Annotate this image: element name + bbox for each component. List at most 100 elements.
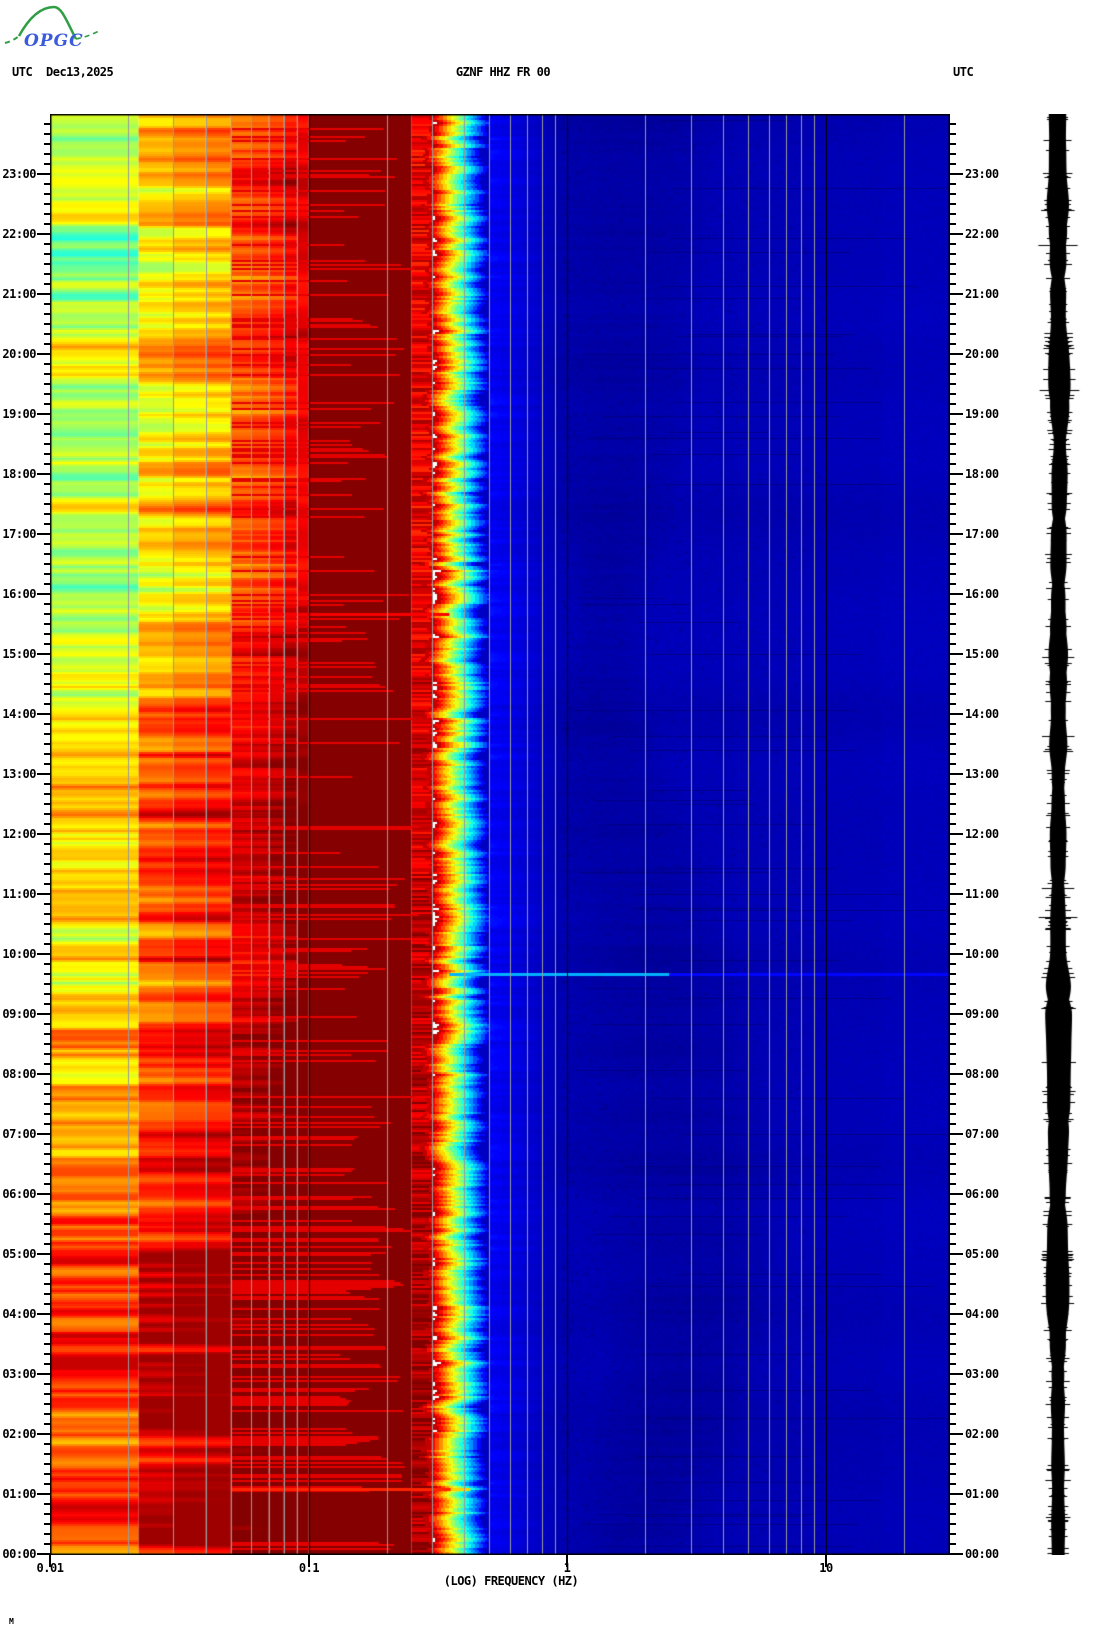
time-tick-minor-right (950, 1053, 956, 1055)
time-tick-major-left (37, 953, 50, 955)
time-tick-minor-right (950, 743, 956, 745)
time-tick-minor-left (44, 943, 50, 945)
time-tick-minor-left (44, 523, 50, 525)
time-tick-minor-right (950, 553, 956, 555)
time-tick-minor-right (950, 1143, 956, 1145)
time-tick-minor-right (950, 873, 956, 875)
time-tick-minor-left (44, 383, 50, 385)
time-tick-minor-right (950, 1043, 956, 1045)
time-tick-minor-right (950, 523, 956, 525)
time-tick-label-right: 21:00 (965, 287, 999, 301)
time-tick-minor-right (950, 1343, 956, 1345)
time-tick-minor-left (44, 1033, 50, 1035)
time-tick-minor-left (44, 343, 50, 345)
time-tick-major-right (950, 953, 963, 955)
time-tick-minor-left (44, 333, 50, 335)
time-tick-minor-left (44, 1153, 50, 1155)
time-tick-label-left: 05:00 (2, 1247, 36, 1261)
time-tick-label-left: 14:00 (2, 707, 36, 721)
time-tick-minor-left (44, 1533, 50, 1535)
time-tick-minor-right (950, 503, 956, 505)
time-tick-minor-right (950, 463, 956, 465)
time-tick-minor-left (44, 1063, 50, 1065)
time-tick-minor-left (44, 1003, 50, 1005)
time-tick-minor-right (950, 763, 956, 765)
time-tick-minor-left (44, 263, 50, 265)
time-tick-minor-left (44, 303, 50, 305)
time-tick-minor-left (44, 403, 50, 405)
freq-tick-label: 1 (563, 1561, 571, 1575)
time-tick-major-right (950, 1313, 963, 1315)
time-tick-label-right: 15:00 (965, 647, 999, 661)
time-tick-minor-right (950, 153, 956, 155)
time-tick-label-left: 02:00 (2, 1427, 36, 1441)
time-tick-minor-right (950, 983, 956, 985)
time-tick-minor-right (950, 813, 956, 815)
time-tick-minor-left (44, 243, 50, 245)
time-tick-minor-right (950, 363, 956, 365)
time-tick-label-left: 20:00 (2, 347, 36, 361)
time-tick-minor-right (950, 703, 956, 705)
time-tick-minor-right (950, 1153, 956, 1155)
time-tick-minor-right (950, 693, 956, 695)
time-tick-major-right (950, 1073, 963, 1075)
time-tick-minor-left (44, 543, 50, 545)
time-tick-label-right: 08:00 (965, 1067, 999, 1081)
time-tick-minor-left (44, 313, 50, 315)
time-tick-major-right (950, 233, 963, 235)
seismogram-trace (1023, 114, 1093, 1555)
time-tick-major-left (37, 1373, 50, 1375)
time-tick-minor-left (44, 363, 50, 365)
time-tick-minor-right (950, 1083, 956, 1085)
time-tick-minor-left (44, 703, 50, 705)
time-tick-label-left: 10:00 (2, 947, 36, 961)
time-tick-minor-right (950, 493, 956, 495)
time-tick-minor-right (950, 393, 956, 395)
time-tick-minor-right (950, 583, 956, 585)
time-tick-minor-left (44, 923, 50, 925)
time-tick-minor-right (950, 263, 956, 265)
time-tick-label-left: 08:00 (2, 1067, 36, 1081)
time-tick-label-right: 22:00 (965, 227, 999, 241)
time-tick-minor-left (44, 1143, 50, 1145)
time-tick-minor-right (950, 1273, 956, 1275)
time-tick-minor-left (44, 1473, 50, 1475)
freq-tick-major (49, 1555, 51, 1567)
time-tick-minor-left (44, 553, 50, 555)
time-tick-minor-left (44, 1423, 50, 1425)
time-tick-major-right (950, 353, 963, 355)
time-tick-minor-left (44, 433, 50, 435)
time-tick-minor-left (44, 1363, 50, 1365)
time-tick-major-left (37, 1493, 50, 1495)
time-tick-minor-left (44, 1233, 50, 1235)
time-tick-minor-left (44, 583, 50, 585)
time-tick-minor-right (950, 513, 956, 515)
time-tick-minor-left (44, 1243, 50, 1245)
time-tick-minor-left (44, 193, 50, 195)
time-tick-major-right (950, 1433, 963, 1435)
time-tick-minor-left (44, 1043, 50, 1045)
time-tick-minor-right (950, 403, 956, 405)
time-tick-label-right: 17:00 (965, 527, 999, 541)
time-tick-label-right: 04:00 (965, 1307, 999, 1321)
time-tick-minor-left (44, 973, 50, 975)
time-tick-minor-left (44, 463, 50, 465)
time-tick-label-right: 10:00 (965, 947, 999, 961)
time-tick-minor-right (950, 963, 956, 965)
time-tick-minor-left (44, 663, 50, 665)
time-tick-minor-left (44, 1203, 50, 1205)
time-tick-major-right (950, 1133, 963, 1135)
time-tick-major-left (37, 1073, 50, 1075)
time-tick-minor-left (44, 913, 50, 915)
corner-mark: M (9, 1617, 14, 1626)
time-tick-minor-right (950, 793, 956, 795)
logo-text: OPGC (24, 31, 84, 51)
time-tick-minor-left (44, 163, 50, 165)
time-tick-minor-left (44, 1383, 50, 1385)
time-tick-minor-right (950, 993, 956, 995)
time-tick-minor-left (44, 1523, 50, 1525)
time-tick-label-left: 03:00 (2, 1367, 36, 1381)
time-tick-minor-right (950, 613, 956, 615)
time-tick-major-right (950, 413, 963, 415)
time-tick-label-left: 23:00 (2, 167, 36, 181)
